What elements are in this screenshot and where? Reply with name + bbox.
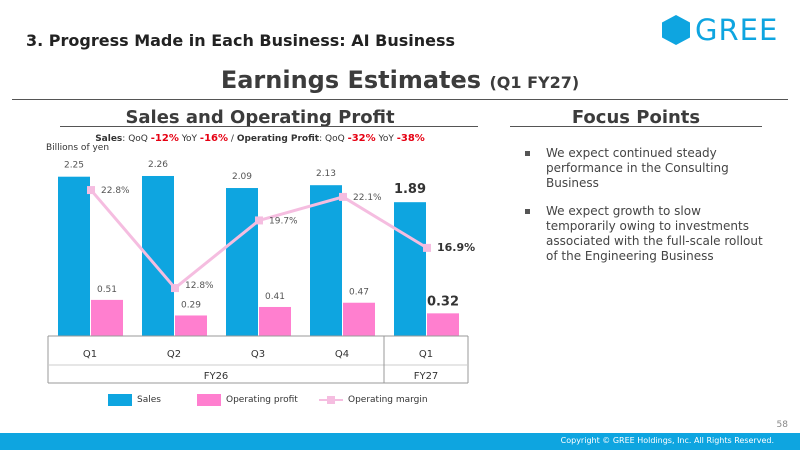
title-divider: [12, 99, 788, 100]
sales-change-label: Sales: [95, 134, 123, 144]
data-label-operating-profit: 0.29: [181, 300, 201, 310]
focus-panel-divider: [510, 126, 762, 127]
hexagon-logo-icon: [662, 15, 690, 45]
legend-item-operating-margin: Operating margin: [319, 394, 428, 406]
data-label-operating-margin: 12.8%: [185, 281, 214, 291]
bar-sales: [394, 202, 426, 336]
page-title: Earnings Estimates (Q1 FY27): [0, 66, 800, 94]
chart-panel-title: Sales and Operating Profit: [125, 107, 395, 128]
sales-yoy-value: -16%: [199, 133, 229, 144]
bar-operating-profit: [343, 302, 375, 336]
x-tick-label: Q4: [335, 349, 349, 360]
op-qoq-label: QoQ: [325, 134, 345, 144]
focus-panel-title: Focus Points: [571, 107, 701, 128]
data-label-sales: 2.13: [316, 169, 336, 179]
op-yoy-label: YoY: [378, 134, 394, 144]
legend-swatch-operating-profit: [197, 394, 221, 406]
copyright-text: Copyright © GREE Holdings, Inc. All Righ…: [560, 436, 774, 445]
focus-point-item: We expect continued steady performance i…: [520, 146, 770, 191]
x-tick-label: Q2: [167, 349, 181, 360]
legend-swatch-sales: [108, 394, 132, 406]
sales-qoq-value: -12%: [150, 133, 179, 144]
data-label-operating-profit: 0.41: [265, 292, 285, 302]
page-number: 58: [776, 420, 788, 430]
bar-operating-profit: [427, 313, 459, 336]
focus-points-list: We expect continued steady performance i…: [520, 146, 770, 277]
sales-yoy-label: YoY: [181, 134, 198, 144]
line-operating-margin: [89, 189, 428, 291]
footer-bar: Copyright © GREE Holdings, Inc. All Righ…: [0, 433, 800, 450]
data-label-operating-margin: 19.7%: [269, 216, 298, 226]
change-summary: Sales: QoQ -12% YoY -16% / Operating Pro…: [95, 133, 425, 144]
op-qoq-value: -32%: [347, 133, 376, 144]
bar-operating-profit: [91, 299, 123, 336]
sales-qoq-label: QoQ: [128, 134, 148, 144]
gree-logo: GREE: [661, 13, 781, 47]
x-group-label: FY26: [204, 371, 229, 382]
legend-label-sales: Sales: [137, 395, 161, 405]
page-title-sub: (Q1 FY27): [489, 73, 580, 92]
bar-sales: [310, 185, 342, 336]
x-tick-label: Q1: [83, 349, 97, 360]
focus-point-text: We expect continued steady performance i…: [546, 146, 729, 190]
bullet-square-icon: [525, 209, 530, 214]
data-label-operating-profit: 0.47: [349, 288, 369, 298]
legend-swatch-operating-margin: [319, 394, 343, 406]
chart-unit-label: Billions of yen: [46, 143, 110, 153]
change-separator: /: [230, 134, 234, 144]
logo-text: GREE: [695, 13, 779, 47]
data-label-sales: 2.26: [148, 160, 168, 170]
op-yoy-value: -38%: [396, 133, 425, 144]
bar-operating-profit: [259, 306, 291, 336]
data-label-sales: 2.09: [232, 172, 252, 182]
legend-item-sales: Sales: [108, 394, 161, 406]
point-operating-margin: [87, 186, 95, 195]
x-group-label: FY27: [414, 371, 439, 382]
point-operating-margin: [171, 284, 179, 293]
op-change-label: Operating Profit: [236, 134, 320, 144]
data-label-sales: 2.25: [64, 161, 84, 171]
data-label-operating-margin: 16.9%: [437, 241, 475, 254]
bar-sales: [58, 176, 90, 336]
bullet-square-icon: [525, 151, 530, 156]
x-tick-label: Q1: [419, 349, 433, 360]
data-label-sales: 1.89: [394, 182, 426, 197]
chart-legend: Sales Operating profit Operating margin: [0, 394, 520, 410]
legend-item-operating-profit: Operating profit: [197, 394, 298, 406]
chart-panel-divider: [60, 126, 478, 127]
x-tick-label: Q3: [251, 349, 265, 360]
point-operating-margin: [339, 192, 347, 201]
section-title: 3. Progress Made in Each Business: AI Bu…: [26, 31, 456, 50]
focus-point-text: We expect growth to slow temporarily owi…: [546, 204, 763, 263]
legend-label-operating-margin: Operating margin: [348, 395, 428, 405]
data-label-operating-margin: 22.8%: [101, 186, 130, 196]
data-label-operating-margin: 22.1%: [353, 193, 382, 203]
data-label-operating-profit: 0.51: [97, 285, 117, 295]
focus-point-item: We expect growth to slow temporarily owi…: [520, 204, 770, 264]
point-operating-margin: [255, 216, 263, 225]
data-label-operating-profit: 0.32: [427, 294, 459, 309]
page-title-main: Earnings Estimates: [220, 66, 482, 94]
bar-sales: [226, 188, 258, 336]
legend-label-operating-profit: Operating profit: [226, 395, 298, 405]
bar-operating-profit: [175, 315, 207, 336]
point-operating-margin: [423, 243, 431, 252]
